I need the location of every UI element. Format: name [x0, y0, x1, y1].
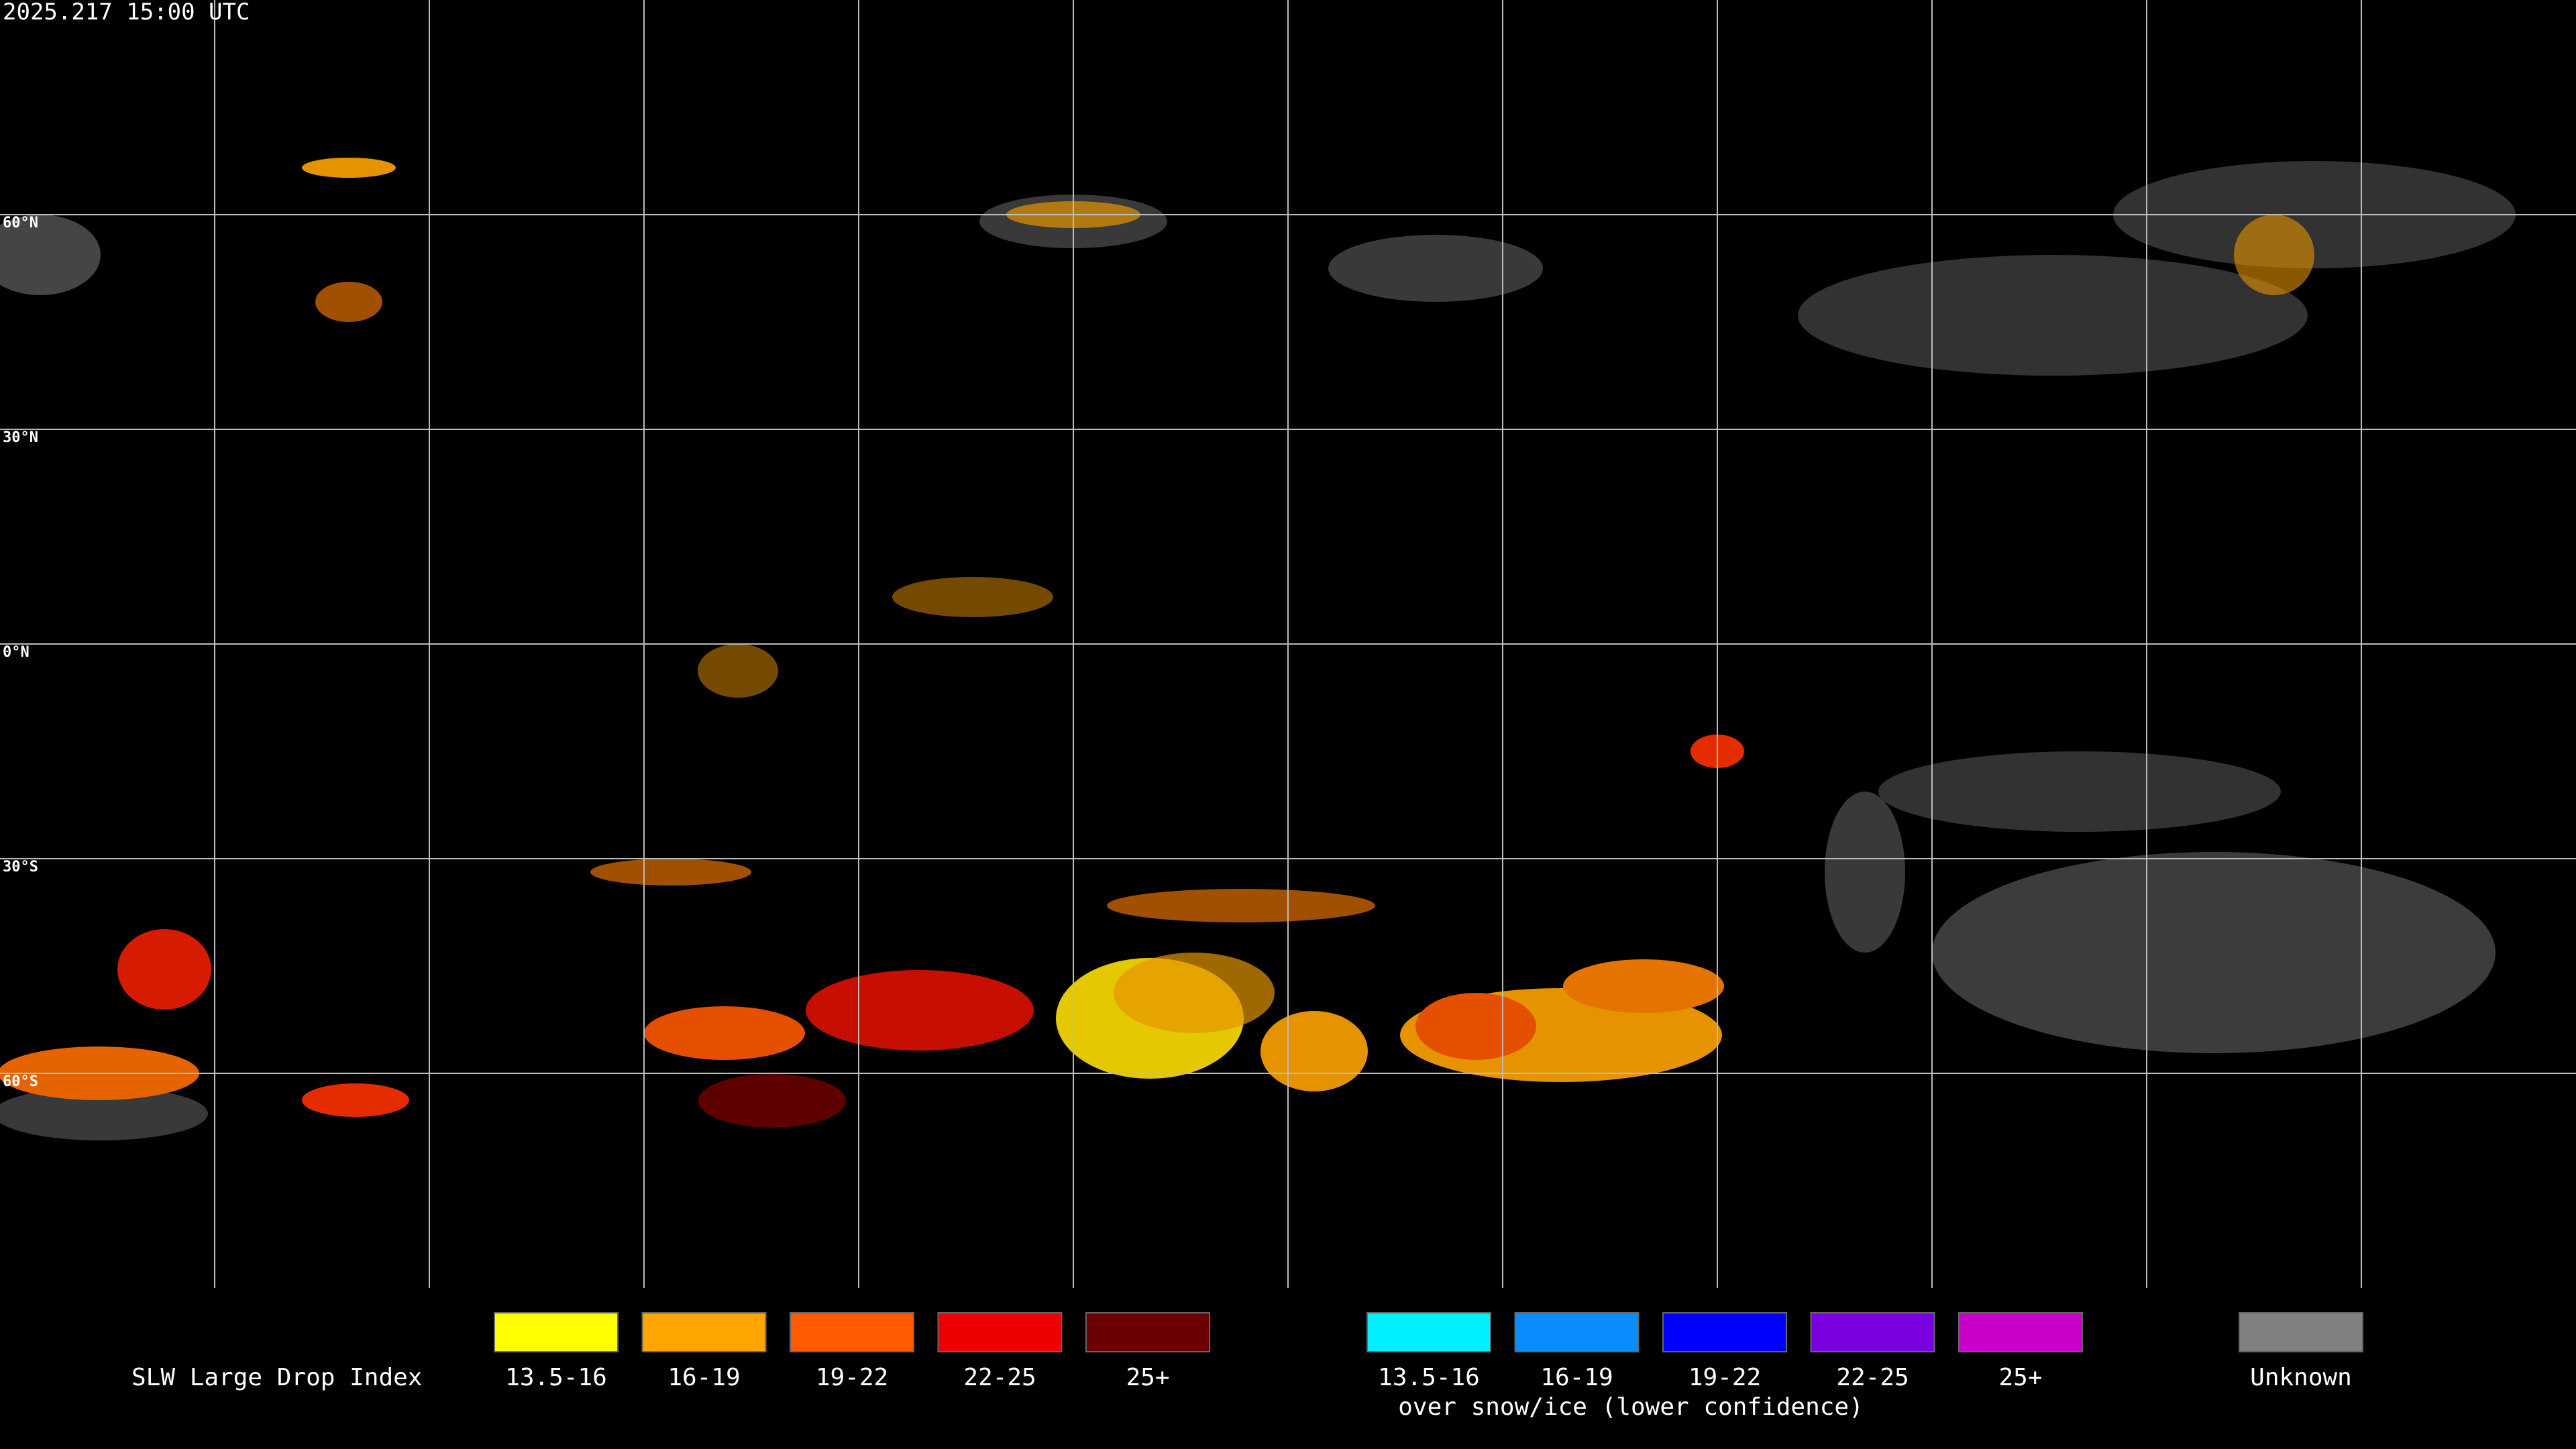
cloud-field — [0, 158, 2516, 1140]
legend-label: 22-25 — [1836, 1364, 1909, 1391]
legend-label: 13.5-16 — [1378, 1364, 1480, 1391]
legend-swatch — [1514, 1312, 1640, 1352]
legend-note: over snow/ice (lower confidence) — [1398, 1393, 1864, 1421]
legend-swatch — [1958, 1312, 2083, 1352]
lat-label: 30°S — [3, 859, 38, 875]
legend-swatch — [1662, 1312, 1787, 1352]
legend-label: 22-25 — [963, 1364, 1036, 1391]
graticule — [0, 0, 2576, 1288]
legend-swatch — [790, 1312, 914, 1352]
legend-label: 25+ — [1126, 1364, 1169, 1391]
labels: 2025.217 15:00 UTC 60°N 30°N 0°N 30°S 60°S — [3, 0, 250, 1090]
legend-swatch — [937, 1312, 1063, 1352]
legend-title: SLW Large Drop Index — [131, 1364, 422, 1391]
timestamp: 2025.217 15:00 UTC — [3, 0, 250, 25]
legend-swatch — [2239, 1312, 2363, 1352]
legend-label: 13.5-16 — [505, 1364, 607, 1391]
legend-swatch — [641, 1312, 767, 1352]
legend-swatch — [1366, 1312, 1491, 1352]
legend-label: 16-19 — [1540, 1364, 1613, 1391]
legend: SLW Large Drop Index over snow/ice (lowe… — [131, 1312, 2363, 1421]
lat-label: 60°S — [3, 1073, 38, 1090]
legend-swatch — [1810, 1312, 1935, 1352]
lat-label: 60°N — [3, 215, 38, 231]
legend-label: 19-22 — [816, 1364, 888, 1391]
legend-label: 19-22 — [1688, 1364, 1761, 1391]
legend-label: Unknown — [2250, 1364, 2352, 1391]
lat-label: 30°N — [3, 429, 38, 446]
legend-label: 25+ — [1998, 1364, 2042, 1391]
legend-label: 16-19 — [667, 1364, 740, 1391]
legend-swatch — [1085, 1312, 1210, 1352]
lat-label: 0°N — [3, 644, 30, 661]
legend-swatch — [494, 1312, 619, 1352]
